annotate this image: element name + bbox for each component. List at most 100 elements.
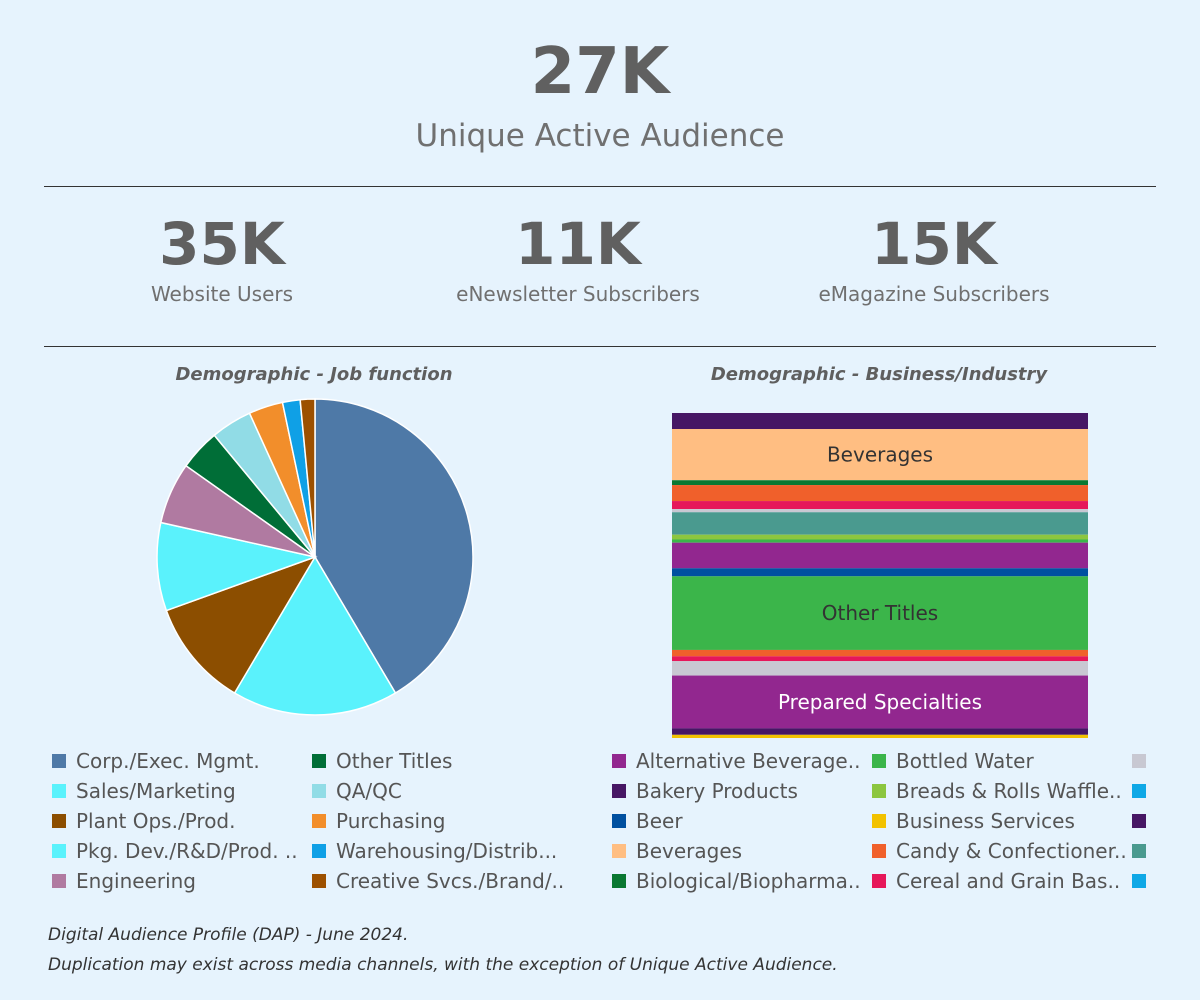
bar-segment-14[interactable] — [672, 661, 1088, 676]
kpi-value: 35K — [159, 210, 285, 278]
legend-item-breads-rolls-waffle[interactable]: Breads & Rolls Waffle.. — [872, 776, 1122, 806]
legend-swatch — [52, 784, 66, 798]
legend-label: QA/QC — [336, 779, 402, 803]
legend-item-warehousing-distrib[interactable]: Warehousing/Distrib... — [312, 836, 557, 866]
legend-item-plant-ops-prod[interactable]: Plant Ops./Prod. — [52, 806, 235, 836]
legend-label: Business Services — [896, 809, 1075, 833]
pie-slice-corp-exec-mgmt[interactable] — [314, 398, 474, 695]
bar-segment-13[interactable] — [672, 656, 1088, 662]
legend-swatch — [312, 784, 326, 798]
legend-swatch — [612, 814, 626, 828]
legend-item-beer[interactable]: Beer — [612, 806, 683, 836]
bar-segment-label: Prepared Specialties — [778, 690, 982, 714]
legend-label: Other Titles — [336, 749, 453, 773]
pie-slice-creative-svcs-brand[interactable] — [299, 398, 316, 558]
bar-segment-3[interactable] — [672, 485, 1088, 502]
bar-segment-other-titles[interactable] — [672, 576, 1088, 650]
legend-label: Alternative Beverage.. — [636, 749, 861, 773]
legend-item-cereal-and-grain-bas[interactable]: Cereal and Grain Bas.. — [872, 866, 1120, 896]
legend-label: Bottled Water — [896, 749, 1034, 773]
legend-swatch — [872, 814, 886, 828]
legend-item-alternative-beverage[interactable]: Alternative Beverage.. — [612, 746, 860, 776]
legend-swatch — [612, 754, 626, 768]
kpi-value: 11K — [515, 210, 641, 278]
legend-item-unlabeled-10[interactable] — [1132, 746, 1156, 776]
footnote-line-1: Digital Audience Profile (DAP) - June 20… — [48, 925, 409, 945]
legend-item-pkg-dev-r-d-prod[interactable]: Pkg. Dev./R&D/Prod. .. — [52, 836, 298, 866]
legend-item-creative-svcs-brand[interactable]: Creative Svcs./Brand/.. — [312, 866, 564, 896]
footnote: Digital Audience Profile (DAP) - June 20… — [48, 920, 838, 980]
legend-item-beverages[interactable]: Beverages — [612, 836, 742, 866]
legend-label: Purchasing — [336, 809, 446, 833]
bar-segment-label: Other Titles — [822, 601, 938, 625]
business-industry-chart-title: Demographic - Business/Industry — [710, 364, 1048, 385]
legend-item-other-titles[interactable]: Other Titles — [312, 746, 452, 776]
bar-segment-12[interactable] — [672, 649, 1088, 657]
footnote-line-2: Duplication may exist across media chann… — [48, 955, 838, 975]
legend-label: Breads & Rolls Waffle.. — [896, 779, 1122, 803]
bar-segment-16[interactable] — [672, 728, 1088, 735]
legend-item-bottled-water[interactable]: Bottled Water — [872, 746, 1034, 776]
legend-label: Beer — [636, 809, 683, 833]
legend-swatch — [872, 784, 886, 798]
bar-segment-prepared-specialties[interactable] — [672, 675, 1088, 729]
bar-segment-0[interactable] — [672, 413, 1088, 430]
legend-item-corp-exec-mgmt[interactable]: Corp./Exec. Mgmt. — [52, 746, 260, 776]
legend-label: Beverages — [636, 839, 743, 863]
legend-item-unlabeled-12[interactable] — [1132, 806, 1156, 836]
kpi-enewsletter-subscribers: 11K eNewsletter Subscribers — [398, 212, 758, 306]
legend-swatch — [872, 874, 886, 888]
legend-item-unlabeled-11[interactable] — [1132, 776, 1156, 806]
legend-swatch — [52, 754, 66, 768]
legend-item-business-services[interactable]: Business Services — [872, 806, 1075, 836]
bar-segment-7[interactable] — [672, 534, 1088, 540]
legend-swatch — [872, 844, 886, 858]
bar-segment-2[interactable] — [672, 480, 1088, 486]
legend-label: Sales/Marketing — [76, 779, 236, 803]
legend-swatch — [52, 814, 66, 828]
kpi-website-users: 35K Website Users — [42, 212, 402, 306]
legend-label: Biological/Biopharma.. — [636, 869, 861, 893]
legend-item-bakery-products[interactable]: Bakery Products — [612, 776, 798, 806]
job-function-pie-chart — [156, 398, 474, 716]
legend-label: Engineering — [76, 869, 196, 893]
pie-slice-plant-ops-prod[interactable] — [165, 555, 317, 695]
legend-swatch — [1132, 754, 1146, 768]
legend-label: Creative Svcs./Brand/.. — [336, 869, 565, 893]
bar-segment-label: Beverages — [827, 443, 933, 467]
legend-swatch — [1132, 814, 1146, 828]
pie-slice-sales-marketing[interactable] — [233, 555, 397, 716]
legend-label: Cereal and Grain Bas.. — [896, 869, 1121, 893]
bar-segment-beverages[interactable] — [672, 429, 1088, 481]
job-function-chart-title: Demographic - Job function — [175, 364, 453, 385]
pie-slice-pkg-dev-r-d-prod[interactable] — [156, 521, 318, 612]
legend-swatch — [52, 874, 66, 888]
bar-segment-5[interactable] — [672, 509, 1088, 513]
bar-segment-9[interactable] — [672, 542, 1088, 569]
divider-middle — [44, 346, 1156, 347]
legend-swatch — [312, 754, 326, 768]
kpi-emagazine-subscribers: 15K eMagazine Subscribers — [754, 212, 1114, 306]
legend-item-candy-confectioner[interactable]: Candy & Confectioner.. — [872, 836, 1127, 866]
bar-segment-6[interactable] — [672, 512, 1088, 535]
legend-swatch — [872, 754, 886, 768]
legend-item-unlabeled-14[interactable] — [1132, 866, 1156, 896]
legend-swatch — [312, 874, 326, 888]
legend-swatch — [1132, 784, 1146, 798]
bar-segment-10[interactable] — [672, 568, 1088, 577]
bar-segment-17[interactable] — [672, 734, 1088, 738]
legend-item-purchasing[interactable]: Purchasing — [312, 806, 445, 836]
legend-swatch — [612, 784, 626, 798]
legend-item-biological-biopharma[interactable]: Biological/Biopharma.. — [612, 866, 861, 896]
legend-swatch — [1132, 874, 1146, 888]
legend-swatch — [1132, 844, 1146, 858]
legend-item-engineering[interactable]: Engineering — [52, 866, 196, 896]
bar-segment-8[interactable] — [672, 539, 1088, 543]
unique-active-audience-label: Unique Active Audience — [415, 118, 785, 154]
legend-item-qa-qc[interactable]: QA/QC — [312, 776, 402, 806]
bar-segment-4[interactable] — [672, 501, 1088, 510]
legend-item-sales-marketing[interactable]: Sales/Marketing — [52, 776, 236, 806]
legend-label: Corp./Exec. Mgmt. — [76, 749, 260, 773]
legend-item-unlabeled-13[interactable] — [1132, 836, 1156, 866]
divider-top — [44, 186, 1156, 187]
